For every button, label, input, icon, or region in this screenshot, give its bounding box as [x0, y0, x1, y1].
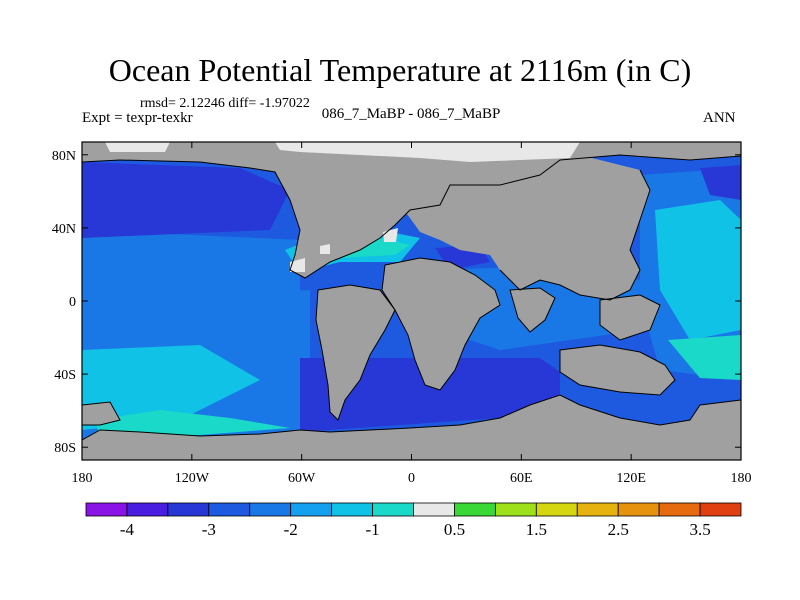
lat-tick-label: 80S — [54, 441, 76, 456]
lon-tick-label: 180 — [731, 471, 752, 486]
land-australia — [560, 345, 675, 395]
lat-tick-label: 40N — [52, 222, 76, 237]
experiment-label: Expt = texpr-texkr — [82, 110, 193, 126]
season-label: ANN — [703, 110, 736, 126]
ocean-temperature-bands — [82, 162, 741, 440]
colorbar-swatch — [699, 502, 742, 517]
land-africa — [382, 258, 500, 390]
land-south-pacific-shelf — [82, 402, 120, 425]
lon-tick-label: 120E — [616, 471, 646, 486]
ice-patch — [290, 258, 305, 272]
colorbar-swatch — [617, 502, 660, 517]
colorbar-swatch — [413, 502, 455, 517]
lon-tick-label: 60W — [288, 471, 316, 486]
colorbar-swatch — [331, 502, 373, 517]
colorbar-swatch — [658, 502, 701, 517]
colorbar-swatch — [454, 502, 496, 517]
colorbar-swatch — [85, 502, 128, 517]
colorbar-swatch — [208, 502, 251, 517]
ocean-band — [655, 200, 741, 340]
stats-label: rmsd= 2.12246 diff= -1.97022 — [140, 96, 310, 111]
ice-patch — [105, 142, 170, 152]
colorbar-swatch — [249, 502, 292, 517]
colorbar-label: 2.5 — [608, 520, 629, 539]
lat-tick-label: 80N — [52, 149, 76, 164]
colorbar-label: -3 — [202, 520, 216, 539]
land-east-pacific — [600, 295, 660, 340]
lat-tick-label: 0 — [69, 295, 76, 310]
ocean-band — [668, 335, 741, 380]
land-south-america — [316, 285, 395, 420]
colorbar-label: -4 — [120, 520, 135, 539]
land-eurasia — [400, 150, 650, 300]
ice-arctic — [275, 142, 580, 162]
plot-title: Ocean Potential Temperature at 2116m (in… — [108, 52, 692, 88]
colorbar-swatch — [167, 502, 210, 517]
lon-tick-label: 60E — [510, 471, 533, 486]
colorbar: -4 -3 -2 -1 0.5 1.5 2.5 3.5 — [85, 502, 742, 539]
ocean-band — [82, 345, 260, 430]
coastlines — [82, 154, 741, 441]
colorbar-label: 1.5 — [526, 520, 547, 539]
colorbar-label: 3.5 — [689, 520, 710, 539]
ice-patch — [320, 244, 330, 254]
lat-tick-label: 40S — [54, 368, 76, 383]
colorbar-label: 0.5 — [444, 520, 465, 539]
sea-ice — [105, 142, 580, 272]
lon-tick-label: 0 — [408, 471, 415, 486]
subtitle-label: 086_7_MaBP - 086_7_MaBP — [321, 106, 501, 122]
lon-tick-label: 120W — [175, 471, 210, 486]
colorbar-label: -2 — [284, 520, 298, 539]
latitude-axis: 80N 40N 0 40S 80S — [52, 149, 741, 456]
ocean-band — [700, 165, 741, 200]
ocean-band — [300, 358, 560, 432]
colorbar-swatch — [494, 502, 537, 517]
ocean-band — [82, 162, 290, 238]
colorbar-swatch — [372, 502, 414, 517]
colorbar-swatch — [290, 502, 333, 517]
lon-tick-label: 180 — [72, 471, 93, 486]
ocean-band — [95, 410, 290, 438]
land-antarctica — [82, 395, 741, 460]
colorbar-swatch — [576, 502, 619, 517]
colorbar-swatch — [535, 502, 578, 517]
colorbar-swatch — [126, 502, 169, 517]
map-field — [82, 142, 741, 460]
land-masses — [82, 142, 741, 460]
colorbar-label: -1 — [365, 520, 379, 539]
longitude-axis: 180 120W 60W 0 60E 120E 180 — [72, 142, 752, 486]
